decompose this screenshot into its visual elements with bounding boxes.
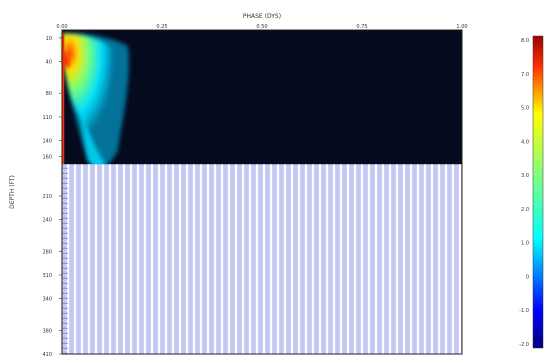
y-tick-label: 310 <box>42 273 52 279</box>
plume-shape-1 <box>62 33 113 133</box>
missing-data-stripes <box>62 164 462 354</box>
colorbar-tick-label: 0 <box>526 274 529 280</box>
x-axis-label: PHASE (DYS) <box>243 13 281 20</box>
colorbar-tick-label: 3.0 <box>521 173 529 179</box>
x-tick-label: 0.75 <box>356 24 367 30</box>
y-tick-label: 160 <box>42 154 52 160</box>
y-axis-label: DEPTH (FT) <box>9 175 16 209</box>
y-tick-label: 10 <box>46 36 52 42</box>
y-tick-label: 280 <box>42 249 52 255</box>
x-tick-label: 0.50 <box>256 24 267 30</box>
colorbar-tick-label: -2.0 <box>519 342 529 348</box>
intensity-plume <box>61 33 129 168</box>
y-tick-label: 340 <box>42 297 52 303</box>
x-tick-label: 1.00 <box>456 24 467 30</box>
colorbar-tick-label: -1.0 <box>519 308 529 314</box>
y-tick-label: 410 <box>42 352 52 358</box>
y-tick-label: 210 <box>42 194 52 200</box>
y-axis-ticks: 10 40 80 110 140 160 210 240 280 310 340 380 410 <box>42 36 62 358</box>
colorbar-tick-label: 2.0 <box>521 207 529 213</box>
y-tick-label: 110 <box>42 115 52 121</box>
y-tick-label: 240 <box>42 218 52 224</box>
data-region <box>62 30 462 165</box>
y-tick-label: 40 <box>46 60 52 66</box>
colorbar-ticks: 8.0 7.0 5.0 4.0 3.0 2.0 1.0 0 -1.0 -2.0 <box>519 38 529 348</box>
colorbar <box>532 35 544 349</box>
colorbar-tick-label: 5.0 <box>521 106 529 112</box>
plot-area <box>61 29 463 355</box>
x-tick-label: 0.00 <box>56 24 67 30</box>
x-axis-ticks: 0.00 0.25 0.50 0.75 1.00 <box>56 24 467 30</box>
y-tick-label: 80 <box>46 91 52 97</box>
plume-shape-2 <box>80 100 106 168</box>
y-tick-label: 380 <box>42 328 52 334</box>
colorbar-tick-label: 1.0 <box>521 241 529 247</box>
y-tick-label: 140 <box>42 139 52 145</box>
colorbar-tick-label: 8.0 <box>521 38 529 44</box>
colorbar-tick-label: 4.0 <box>521 139 529 145</box>
missing-data-region <box>62 164 462 354</box>
x-tick-label: 0.25 <box>156 24 167 30</box>
plot-frame <box>61 29 463 355</box>
colorbar-tick-label: 7.0 <box>521 72 529 78</box>
